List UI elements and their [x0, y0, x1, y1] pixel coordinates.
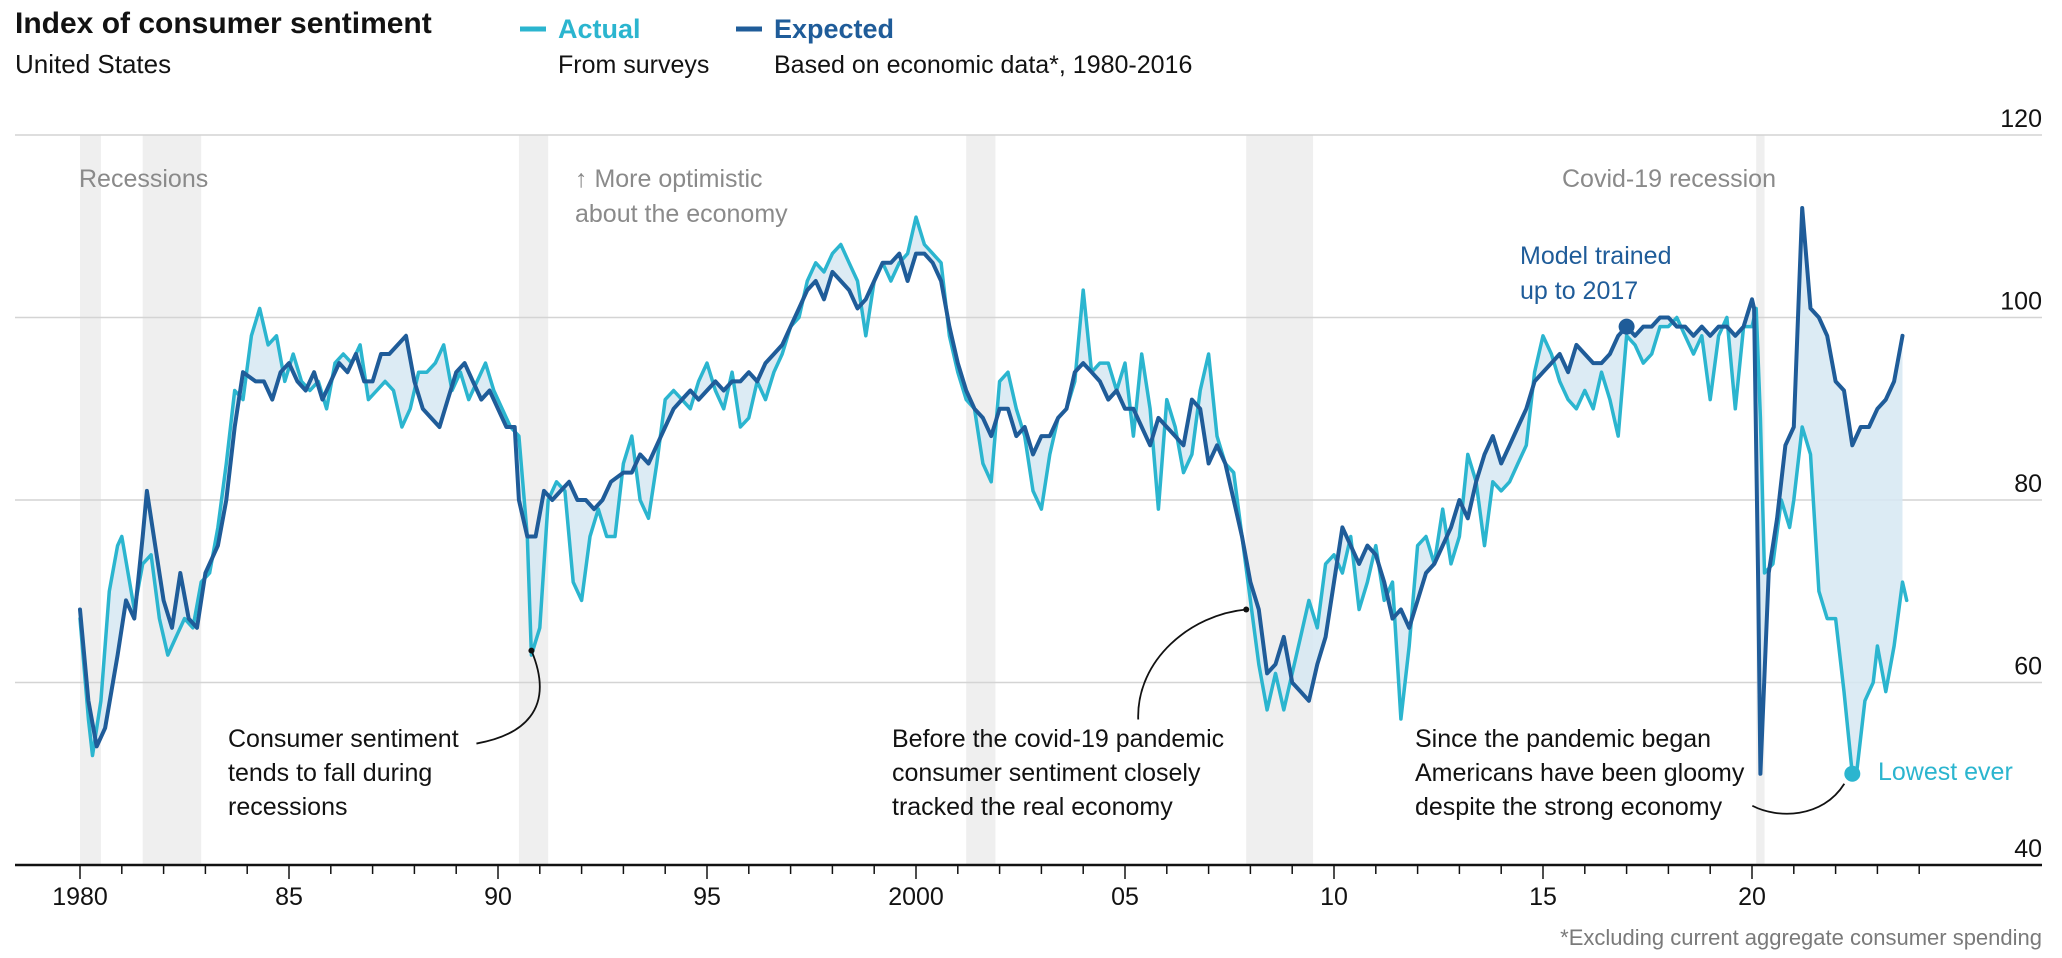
y-tick-label-80: 80 — [2014, 470, 2042, 498]
legend-label-expected: Expected — [774, 14, 894, 44]
annotation-model-line2: up to 2017 — [1520, 277, 1638, 305]
gap-fill-area — [80, 208, 1903, 774]
annotation-recessions: Recessions — [79, 165, 208, 193]
connector-tracked — [1137, 608, 1247, 720]
x-tick-label-85: 85 — [275, 883, 303, 911]
y-axis: 120 100 80 60 40 — [2000, 105, 2042, 863]
annotation-covid-recession: Covid-19 recession — [1562, 165, 1776, 193]
connector-dot-falls — [528, 647, 535, 654]
x-tick-label-20: 20 — [1738, 883, 1766, 911]
lowest-ever-marker — [1844, 765, 1861, 782]
x-tick-label-15: 15 — [1529, 883, 1557, 911]
annotation-falls-line1: Consumer sentiment — [228, 725, 459, 753]
annotation-falls-line2: tends to fall during — [228, 759, 432, 787]
connector-lowest — [1751, 783, 1846, 815]
footnote: *Excluding current aggregate consumer sp… — [1560, 925, 2042, 950]
legend-desc-actual: From surveys — [558, 51, 709, 79]
series-line-expected — [78, 206, 1905, 776]
x-tick-label-1980: 1980 — [52, 883, 108, 911]
y-tick-label-40: 40 — [2014, 835, 2042, 863]
x-tick-label-05: 05 — [1111, 883, 1139, 911]
series-line-actual — [78, 215, 1909, 776]
connector-falls — [476, 650, 541, 745]
y-tick-label-60: 60 — [2014, 653, 2042, 681]
annotation-gloomy-line3: despite the strong economy — [1415, 793, 1723, 821]
x-axis: 1980 85 90 95 2000 05 10 15 20 — [15, 863, 2042, 911]
annotation-optimistic-line2: about the economy — [575, 200, 788, 228]
annotation-tracked-line2: consumer sentiment closely — [892, 759, 1201, 787]
gap-fill — [80, 208, 1903, 774]
annotation-gloomy-line1: Since the pandemic began — [1415, 725, 1711, 753]
y-tick-label-100: 100 — [2000, 288, 2042, 316]
x-tick-label-90: 90 — [484, 883, 512, 911]
annotation-tracked-line1: Before the covid-19 pandemic — [892, 725, 1224, 753]
annotation-optimistic-line1: ↑ More optimistic — [575, 165, 763, 193]
connector-dot-tracked — [1243, 606, 1250, 613]
x-tick-label-10: 10 — [1320, 883, 1348, 911]
annotation-connectors — [476, 318, 1861, 815]
chart-title: Index of consumer sentiment — [15, 7, 432, 40]
x-tick-label-95: 95 — [693, 883, 721, 911]
annotation-falls-line3: recessions — [228, 793, 348, 821]
model-trained-marker — [1618, 318, 1635, 335]
series-lines — [78, 206, 1909, 776]
gridlines — [15, 134, 2042, 684]
chart-subtitle: United States — [15, 49, 171, 79]
annotation-tracked-line3: tracked the real economy — [892, 793, 1173, 821]
y-tick-label-120: 120 — [2000, 105, 2042, 133]
annotation-model-line1: Model trained — [1520, 242, 1671, 270]
x-tick-label-2000: 2000 — [888, 883, 944, 911]
annotation-lowest-ever: Lowest ever — [1878, 758, 2013, 786]
legend-label-actual: Actual — [558, 14, 641, 44]
legend: Actual From surveys Expected Based on ec… — [520, 14, 1192, 79]
annotation-gloomy-line2: Americans have been gloomy — [1415, 759, 1745, 787]
legend-desc-expected: Based on economic data*, 1980-2016 — [774, 51, 1192, 79]
